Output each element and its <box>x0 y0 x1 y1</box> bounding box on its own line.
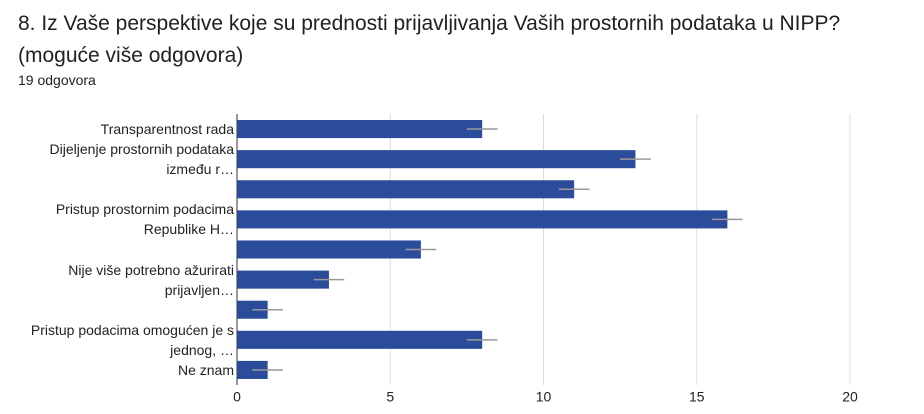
x-tick-label: 5 <box>386 388 394 404</box>
y-tick-label: Nije više potrebno ažurirati prijavljen… <box>68 261 234 298</box>
x-tick-label: 15 <box>689 388 705 404</box>
bar <box>237 120 483 139</box>
y-tick-label: Transparentnost rada <box>100 121 234 138</box>
x-tick-label: 0 <box>233 388 241 404</box>
bar <box>237 330 483 349</box>
bar <box>237 240 421 259</box>
chart-title: 8. Iz Vaše perspektive koje su prednosti… <box>18 12 841 67</box>
x-tick-label: 10 <box>536 388 552 404</box>
x-tick-label: 20 <box>842 388 858 404</box>
bar <box>237 180 575 199</box>
y-tick-label: Ne znam <box>177 361 234 378</box>
bar <box>237 210 728 229</box>
chart-subtitle: 19 odgovora <box>18 72 96 88</box>
bar <box>237 150 636 169</box>
y-tick-label: Dijeljenje prostornih podataka između r… <box>49 141 234 178</box>
bar <box>237 270 329 289</box>
y-tick-label: Pristup prostornim podacima Republike H… <box>55 201 234 238</box>
y-tick-label: Pristup podacima omogućen je s jednog, … <box>30 321 234 358</box>
